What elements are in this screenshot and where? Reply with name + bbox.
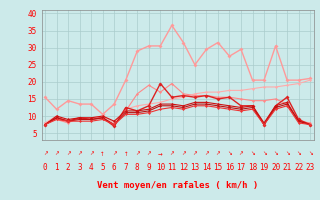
Text: ↗: ↗ [77, 152, 82, 156]
Text: 18: 18 [248, 164, 257, 172]
Text: Vent moyen/en rafales ( km/h ): Vent moyen/en rafales ( km/h ) [97, 181, 258, 190]
Text: 10: 10 [156, 164, 165, 172]
Text: ↗: ↗ [135, 152, 140, 156]
Text: 16: 16 [225, 164, 234, 172]
Text: 11: 11 [167, 164, 176, 172]
Text: ↗: ↗ [239, 152, 243, 156]
Text: ↘: ↘ [262, 152, 266, 156]
Text: 13: 13 [190, 164, 199, 172]
Text: 15: 15 [213, 164, 223, 172]
Text: 19: 19 [260, 164, 269, 172]
Text: ↘: ↘ [308, 152, 312, 156]
Text: 20: 20 [271, 164, 280, 172]
Text: ↘: ↘ [296, 152, 301, 156]
Text: 2: 2 [66, 164, 70, 172]
Text: 9: 9 [147, 164, 151, 172]
Text: ↘: ↘ [273, 152, 278, 156]
Text: ↘: ↘ [285, 152, 289, 156]
Text: 1: 1 [54, 164, 59, 172]
Text: 12: 12 [179, 164, 188, 172]
Text: 4: 4 [89, 164, 93, 172]
Text: ↗: ↗ [204, 152, 209, 156]
Text: 17: 17 [236, 164, 246, 172]
Text: ↗: ↗ [216, 152, 220, 156]
Text: 5: 5 [100, 164, 105, 172]
Text: ↑: ↑ [100, 152, 105, 156]
Text: ↗: ↗ [193, 152, 197, 156]
Text: ↗: ↗ [147, 152, 151, 156]
Text: 14: 14 [202, 164, 211, 172]
Text: →: → [158, 152, 163, 156]
Text: 8: 8 [135, 164, 140, 172]
Text: ↗: ↗ [170, 152, 174, 156]
Text: ↑: ↑ [124, 152, 128, 156]
Text: ↘: ↘ [227, 152, 232, 156]
Text: 6: 6 [112, 164, 116, 172]
Text: 21: 21 [283, 164, 292, 172]
Text: ↘: ↘ [250, 152, 255, 156]
Text: 23: 23 [306, 164, 315, 172]
Text: ↗: ↗ [112, 152, 116, 156]
Text: 22: 22 [294, 164, 303, 172]
Text: 0: 0 [43, 164, 47, 172]
Text: ↗: ↗ [43, 152, 47, 156]
Text: 7: 7 [124, 164, 128, 172]
Text: ↗: ↗ [54, 152, 59, 156]
Text: 3: 3 [77, 164, 82, 172]
Text: ↗: ↗ [66, 152, 70, 156]
Text: ↗: ↗ [181, 152, 186, 156]
Text: ↗: ↗ [89, 152, 93, 156]
